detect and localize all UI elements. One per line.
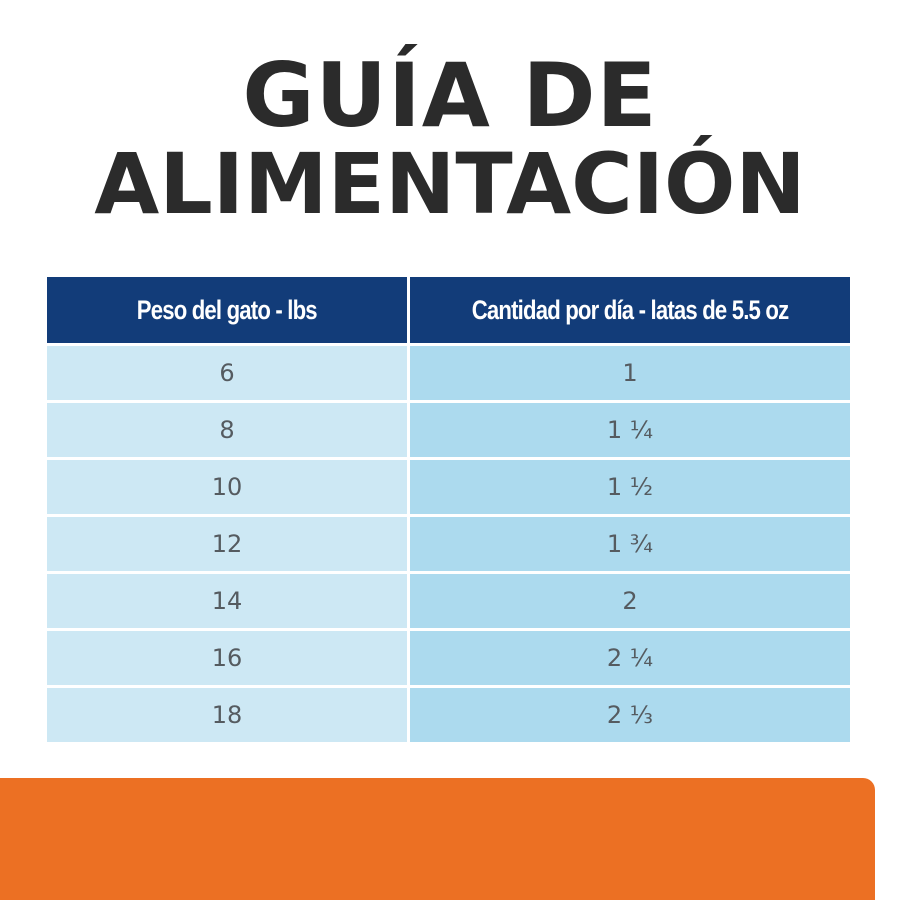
- table-row: 12 1 ¾: [47, 517, 850, 571]
- amount-cell: 2 ¼: [410, 631, 850, 685]
- cat-weight-cell: 18: [47, 688, 407, 742]
- cat-weight-cell: 8: [47, 403, 407, 457]
- amount-cell: 1: [410, 346, 850, 400]
- title-line-2: ALIMENTACIÓN: [94, 135, 806, 233]
- table-header-row: Peso del gato - lbs Cantidad por día - l…: [47, 277, 850, 343]
- cat-weight-cell: 6: [47, 346, 407, 400]
- table-row: 14 2: [47, 574, 850, 628]
- header-cat-weight: Peso del gato - lbs: [47, 277, 407, 343]
- orange-footer-band: [0, 778, 875, 900]
- page-title: GUÍA DE ALIMENTACIÓN: [0, 44, 900, 233]
- feeding-guide-table: Peso del gato - lbs Cantidad por día - l…: [44, 274, 853, 745]
- amount-cell: 2: [410, 574, 850, 628]
- amount-cell: 1 ½: [410, 460, 850, 514]
- cat-weight-cell: 10: [47, 460, 407, 514]
- header-amount-per-day: Cantidad por día - latas de 5.5 oz: [410, 277, 850, 343]
- table-row: 18 2 ⅓: [47, 688, 850, 742]
- amount-cell: 1 ¼: [410, 403, 850, 457]
- table-row: 16 2 ¼: [47, 631, 850, 685]
- table-row: 6 1: [47, 346, 850, 400]
- table-row: 10 1 ½: [47, 460, 850, 514]
- title-line-1: GUÍA DE: [242, 44, 658, 147]
- table-row: 8 1 ¼: [47, 403, 850, 457]
- amount-cell: 2 ⅓: [410, 688, 850, 742]
- cat-weight-cell: 14: [47, 574, 407, 628]
- cat-weight-cell: 12: [47, 517, 407, 571]
- cat-weight-cell: 16: [47, 631, 407, 685]
- amount-cell: 1 ¾: [410, 517, 850, 571]
